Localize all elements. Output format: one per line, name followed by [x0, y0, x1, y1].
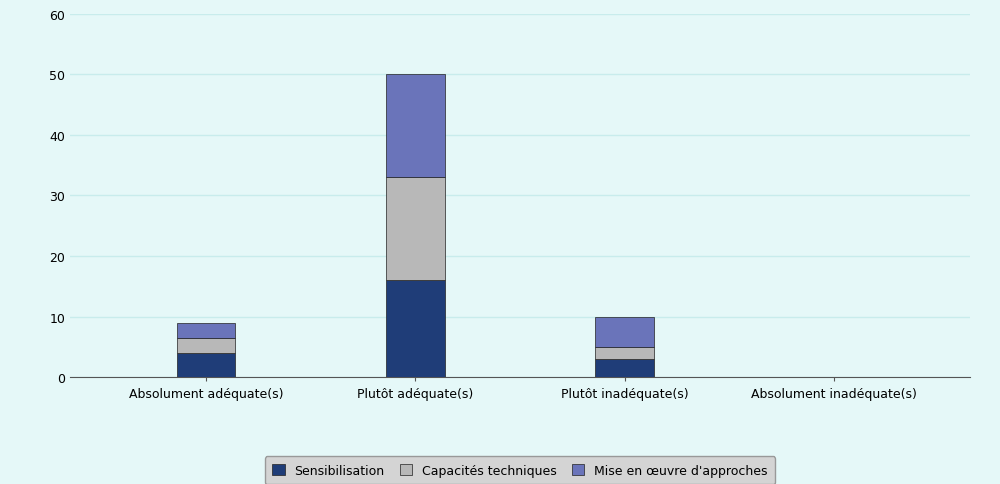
Bar — [595, 317, 654, 348]
Bar — [177, 323, 235, 338]
Bar — [595, 348, 654, 359]
Bar — [386, 75, 445, 178]
Bar — [386, 178, 445, 281]
Bar — [595, 359, 654, 378]
Bar — [386, 281, 445, 378]
Legend: Sensibilisation, Capacités techniques, Mise en œuvre d'approches: Sensibilisation, Capacités techniques, M… — [265, 456, 775, 484]
Bar — [177, 338, 235, 353]
Bar — [177, 353, 235, 378]
